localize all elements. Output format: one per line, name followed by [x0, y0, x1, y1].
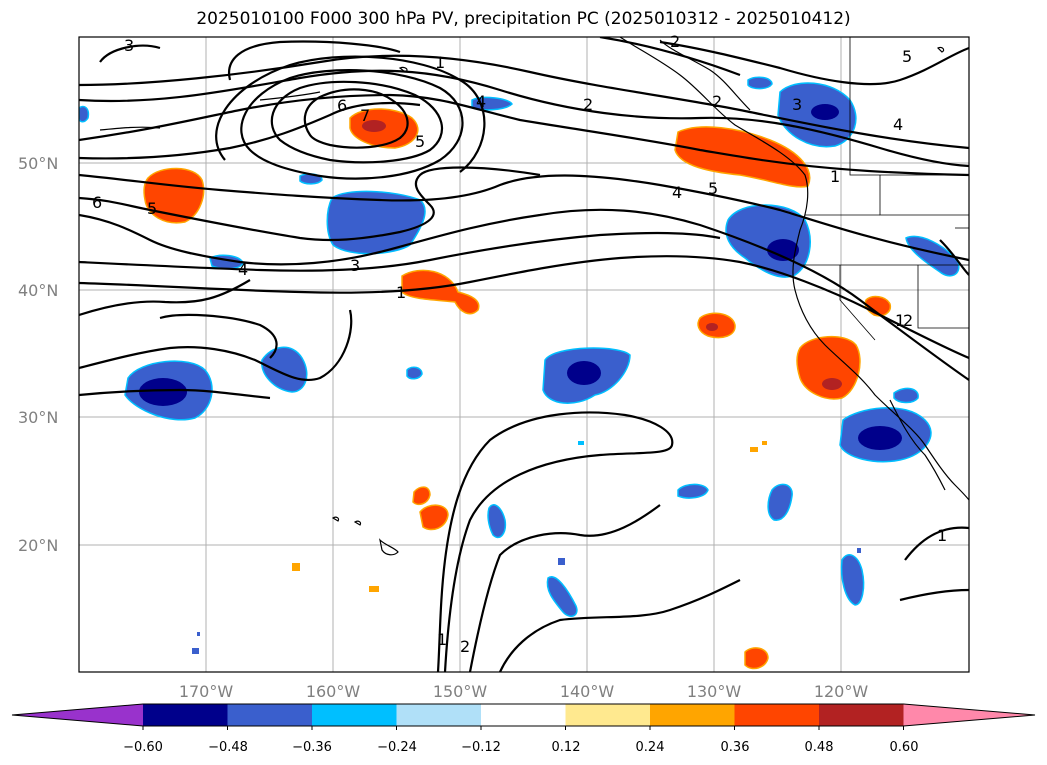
svg-text:7: 7 [360, 106, 370, 125]
lat-label: 40°N [18, 281, 58, 300]
svg-text:1: 1 [396, 283, 406, 302]
colorbar-segment [819, 704, 904, 726]
lat-label: 50°N [18, 154, 58, 173]
svg-text:1: 1 [830, 167, 840, 186]
borders [800, 37, 969, 341]
lat-label: 30°N [18, 408, 58, 427]
colorbar-tick: 0.12 [552, 740, 581, 755]
colorbar-segment [734, 704, 820, 726]
longitude-labels: 170°W 160°W 150°W 140°W 130°W 120°W [179, 682, 869, 701]
colorbar [11, 703, 1036, 730]
svg-text:2: 2 [460, 637, 470, 656]
svg-text:3: 3 [792, 95, 802, 114]
colorbar-extend-min [12, 704, 143, 726]
svg-text:3: 3 [350, 256, 360, 275]
colorbar-extend-max [903, 704, 1035, 726]
lon-label: 150°W [433, 682, 488, 701]
lon-label: 130°W [687, 682, 742, 701]
svg-text:4: 4 [893, 115, 903, 134]
colorbar-tick: −0.12 [461, 740, 501, 755]
svg-text:5: 5 [708, 179, 718, 198]
colorbar-tick-labels: −0.60 −0.48 −0.36 −0.24 −0.12 0.12 0.24 … [123, 740, 918, 755]
svg-text:2: 2 [903, 311, 913, 330]
colorbar-segment [650, 704, 735, 726]
svg-text:4: 4 [238, 260, 248, 279]
svg-text:5: 5 [902, 47, 912, 66]
colorbar-tick: 0.36 [721, 740, 750, 755]
pv-contours [79, 37, 969, 672]
map-title: 2025010100 F000 300 hPa PV, precipitatio… [196, 9, 851, 29]
colorbar-segment [143, 704, 228, 726]
colorbar-tick: 0.48 [805, 740, 834, 755]
colorbar-tick: −0.48 [208, 740, 248, 755]
colorbar-tick: 0.60 [890, 740, 919, 755]
lon-label: 140°W [560, 682, 615, 701]
svg-text:4: 4 [672, 183, 682, 202]
map-frame [78, 36, 970, 673]
svg-text:5: 5 [415, 132, 425, 151]
colorbar-tick: −0.60 [123, 740, 163, 755]
svg-text:2: 2 [583, 95, 593, 114]
svg-text:1: 1 [437, 630, 447, 649]
colorbar-segment [481, 704, 566, 726]
svg-text:2: 2 [712, 92, 722, 111]
svg-text:6: 6 [92, 193, 102, 212]
svg-text:6: 6 [337, 96, 347, 115]
svg-text:2: 2 [670, 32, 680, 51]
colorbar-tick: 0.24 [636, 740, 665, 755]
svg-text:1: 1 [937, 526, 947, 545]
lon-label: 160°W [306, 682, 361, 701]
coastlines [99, 37, 969, 556]
colorbar-segment [227, 704, 313, 726]
precipitation-shading [79, 76, 960, 670]
svg-text:1: 1 [895, 311, 905, 330]
colorbar-tick: −0.24 [377, 740, 417, 755]
latitude-labels: 50°N 40°N 30°N 20°N [18, 154, 58, 555]
contour-labels: 3 1 2 2 5 6 7 5 4 2 3 4 6 5 4 5 1 4 3 1 … [92, 32, 947, 656]
svg-text:4: 4 [476, 92, 486, 111]
colorbar-segment [565, 704, 651, 726]
colorbar-segment [312, 704, 397, 726]
colorbar-tick: −0.36 [292, 740, 332, 755]
lon-label: 120°W [814, 682, 869, 701]
svg-text:3: 3 [124, 36, 134, 55]
svg-text:5: 5 [147, 199, 157, 218]
svg-text:1: 1 [435, 53, 445, 72]
colorbar-segment [396, 704, 482, 726]
lon-label: 170°W [179, 682, 234, 701]
lat-label: 20°N [18, 536, 58, 555]
